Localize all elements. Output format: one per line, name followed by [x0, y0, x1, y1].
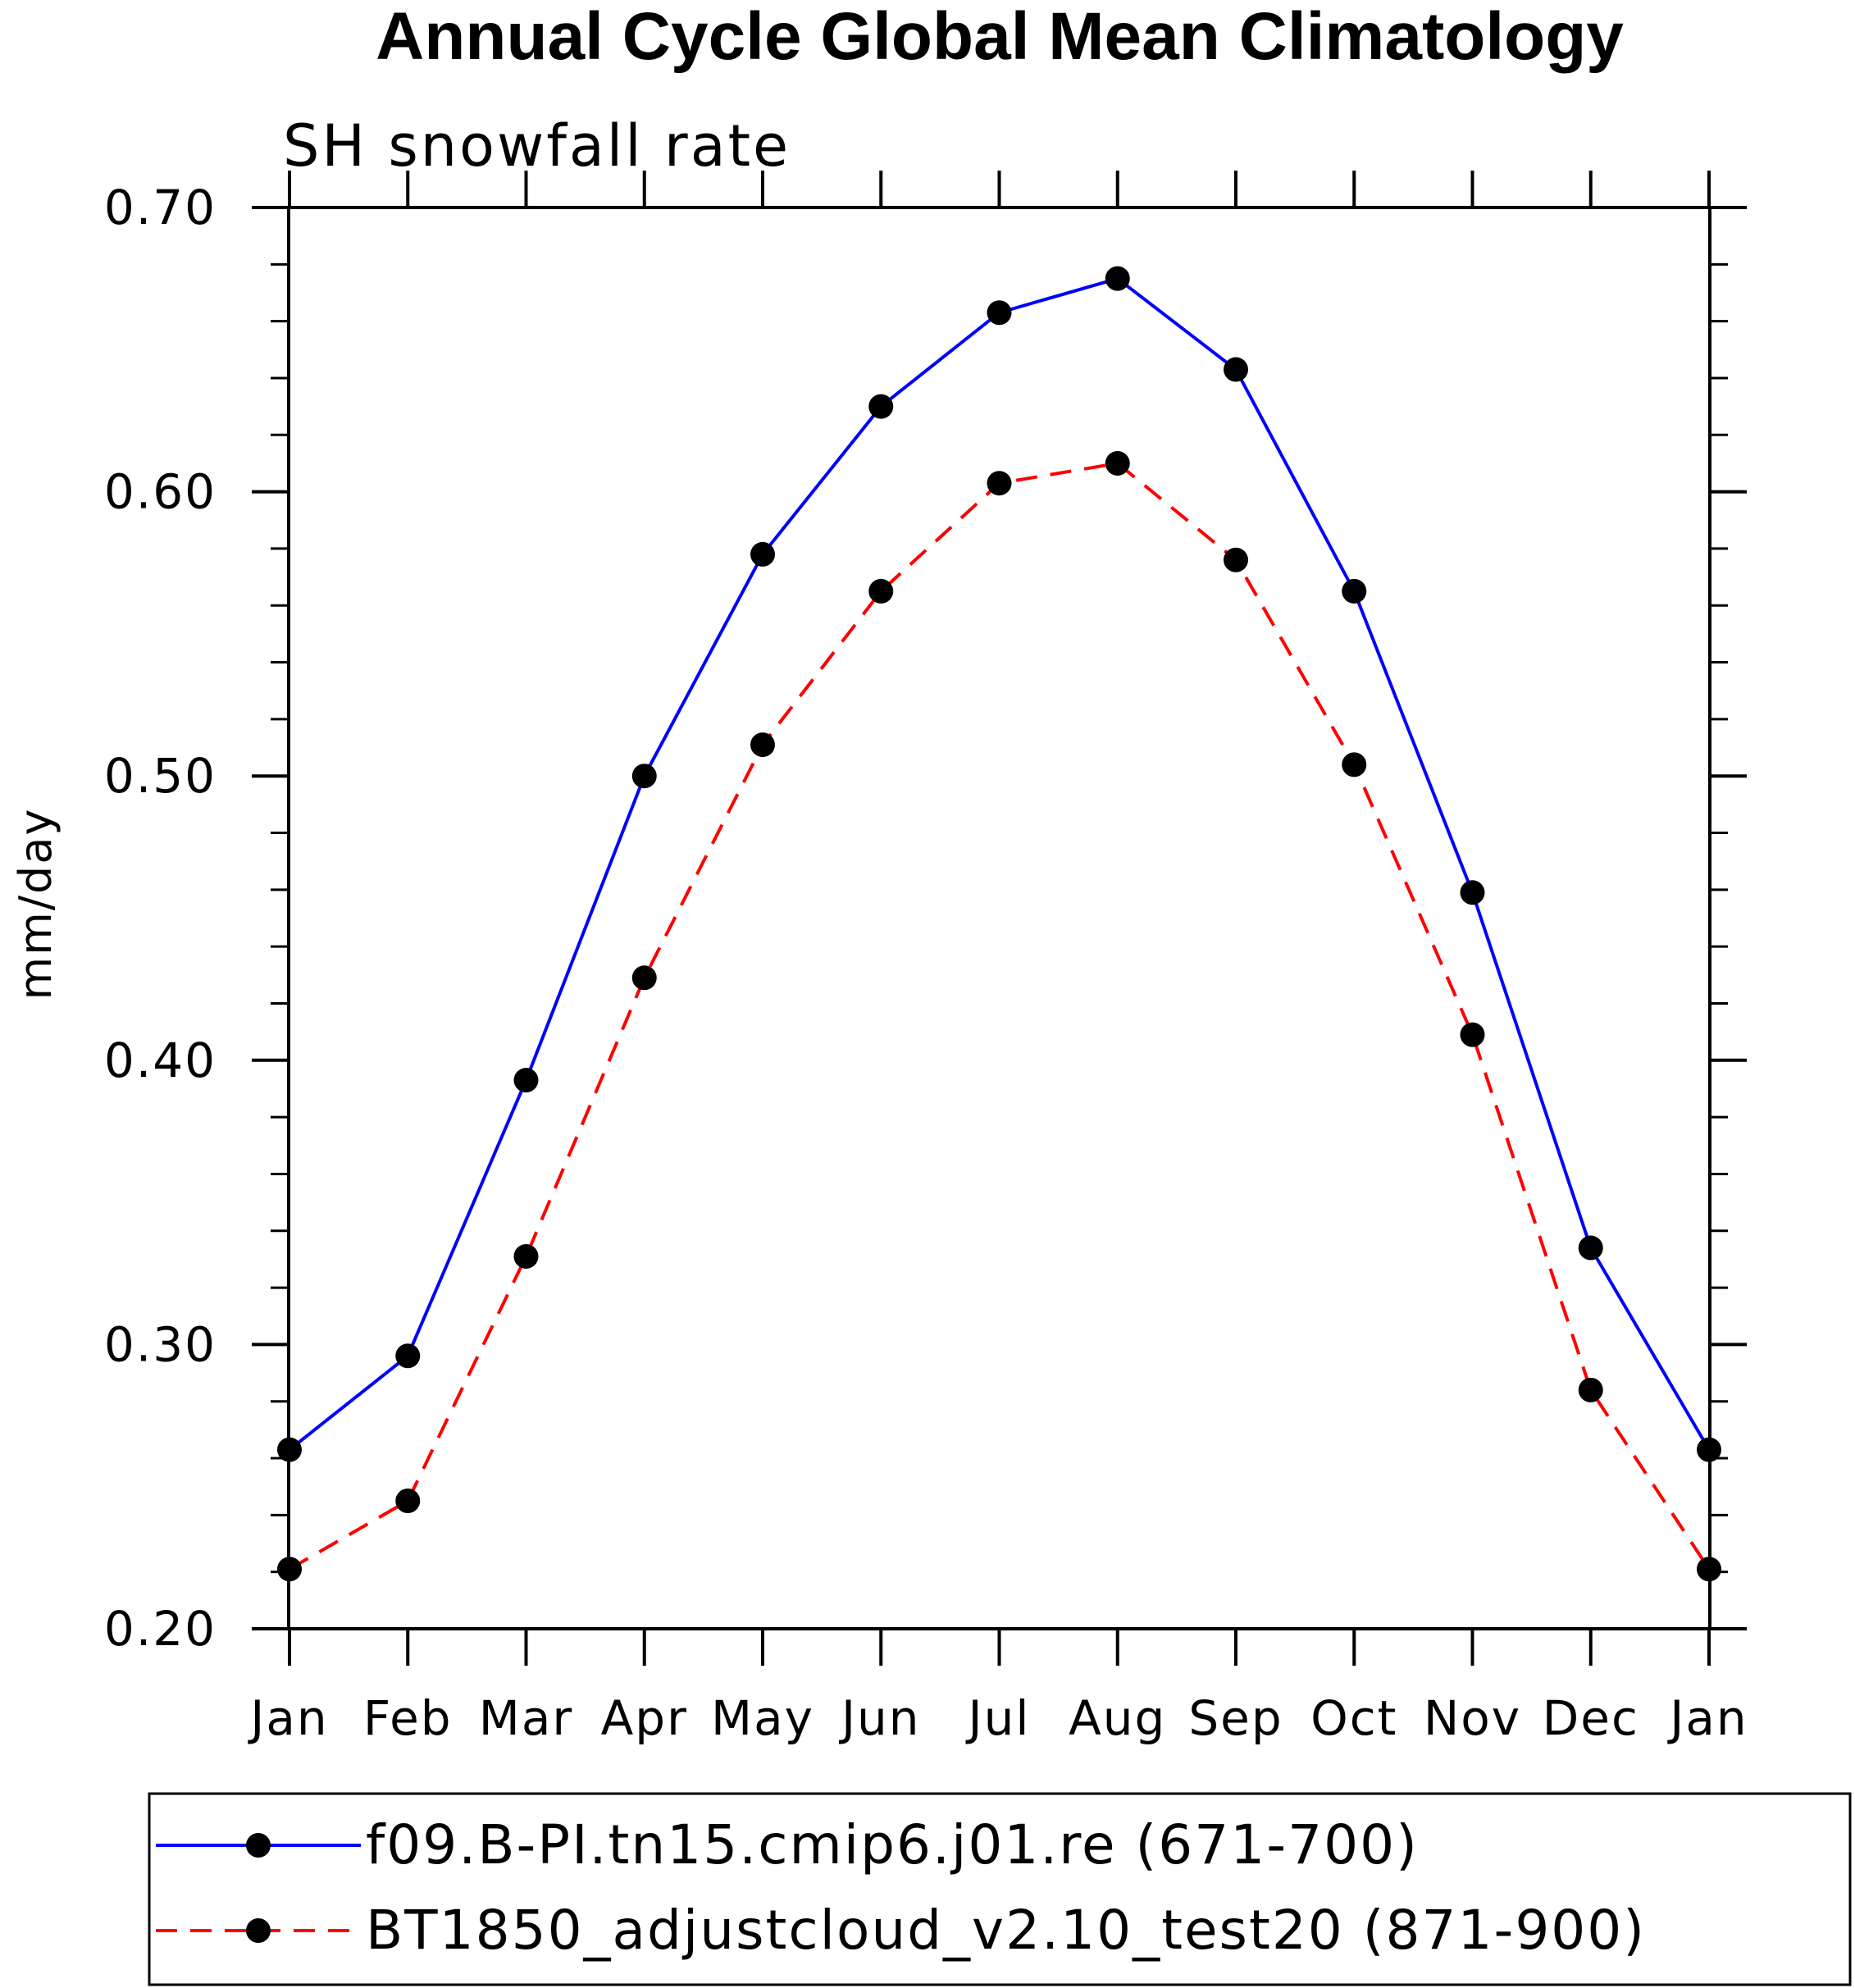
data-point	[750, 732, 775, 758]
data-point	[395, 1343, 421, 1369]
series-2	[277, 450, 1721, 1582]
legend-label-series-2: BT1850_adjustcloud_v2.10_test20 (871-900…	[366, 1899, 1646, 1962]
data-point	[631, 764, 657, 789]
data-point	[1460, 880, 1485, 905]
data-point	[513, 1068, 539, 1093]
y-tick-label: 0.30	[104, 1316, 216, 1372]
x-tick-label: Jun	[839, 1690, 921, 1746]
data-point	[1224, 547, 1248, 572]
chart-subtitle: SH snowfall rate	[283, 112, 791, 180]
axis-ticks	[252, 171, 1747, 1666]
x-tick-labels: Jan Feb Mar Apr May Jun Jul Aug Sep Oct Nov Dec Jan	[248, 1690, 1748, 1746]
y-tick-labels: 0.20 0.30 0.40 0.50 0.60 0.70	[104, 180, 216, 1657]
data-point	[513, 1243, 539, 1269]
data-point	[987, 471, 1012, 496]
legend-marker-series-2	[246, 1918, 271, 1943]
x-tick-label: Apr	[601, 1690, 688, 1746]
series-line	[288, 276, 1711, 1452]
x-tick-label: Jan	[248, 1690, 328, 1746]
data-point	[1578, 1235, 1603, 1261]
data-point	[868, 394, 894, 419]
data-point	[868, 578, 894, 604]
data-point	[277, 1557, 302, 1582]
legend-marker-series-1	[246, 1833, 271, 1858]
data-point	[1342, 578, 1367, 604]
data-point	[1697, 1437, 1721, 1462]
data-point	[1105, 266, 1130, 291]
data-point	[1460, 1022, 1485, 1047]
x-tick-label: Nov	[1424, 1690, 1521, 1746]
data-point	[1342, 752, 1367, 777]
x-tick-label: May	[711, 1690, 814, 1746]
series-line	[289, 461, 1711, 1571]
legend: f09.B-PI.tn15.cmip6.j01.re (671-700) BT1…	[148, 1792, 1852, 1986]
x-tick-label: Dec	[1543, 1690, 1639, 1746]
x-tick-label: Oct	[1310, 1690, 1397, 1746]
y-tick-label: 0.20	[104, 1601, 216, 1657]
data-point	[631, 965, 657, 991]
data-point	[750, 541, 775, 567]
y-tick-label: 0.60	[104, 464, 216, 520]
x-tick-label: Feb	[363, 1690, 453, 1746]
y-tick-label: 0.70	[104, 180, 216, 235]
series-1	[277, 266, 1721, 1462]
legend-label-series-1: f09.B-PI.tn15.cmip6.j01.re (671-700)	[366, 1813, 1419, 1876]
data-point	[395, 1489, 421, 1514]
data-series	[277, 266, 1721, 1582]
data-point	[277, 1437, 302, 1462]
data-point	[1697, 1557, 1721, 1582]
y-tick-label: 0.40	[104, 1033, 216, 1088]
x-tick-label: Jan	[1667, 1690, 1748, 1746]
data-point	[1224, 357, 1248, 382]
y-tick-label: 0.50	[104, 748, 216, 804]
data-point	[1578, 1377, 1603, 1402]
x-tick-label: Jul	[966, 1690, 1031, 1746]
legend-box	[148, 1792, 1852, 1986]
data-point	[987, 300, 1012, 326]
x-tick-label: Aug	[1069, 1690, 1166, 1746]
y-axis-label: mm/day	[10, 808, 62, 1001]
chart-title: Annual Cycle Global Mean Climatology	[376, 0, 1624, 74]
x-tick-label: Sep	[1188, 1690, 1283, 1746]
plot-frame	[287, 206, 1711, 1630]
x-tick-label: Mar	[479, 1690, 573, 1746]
data-point	[1105, 450, 1130, 476]
